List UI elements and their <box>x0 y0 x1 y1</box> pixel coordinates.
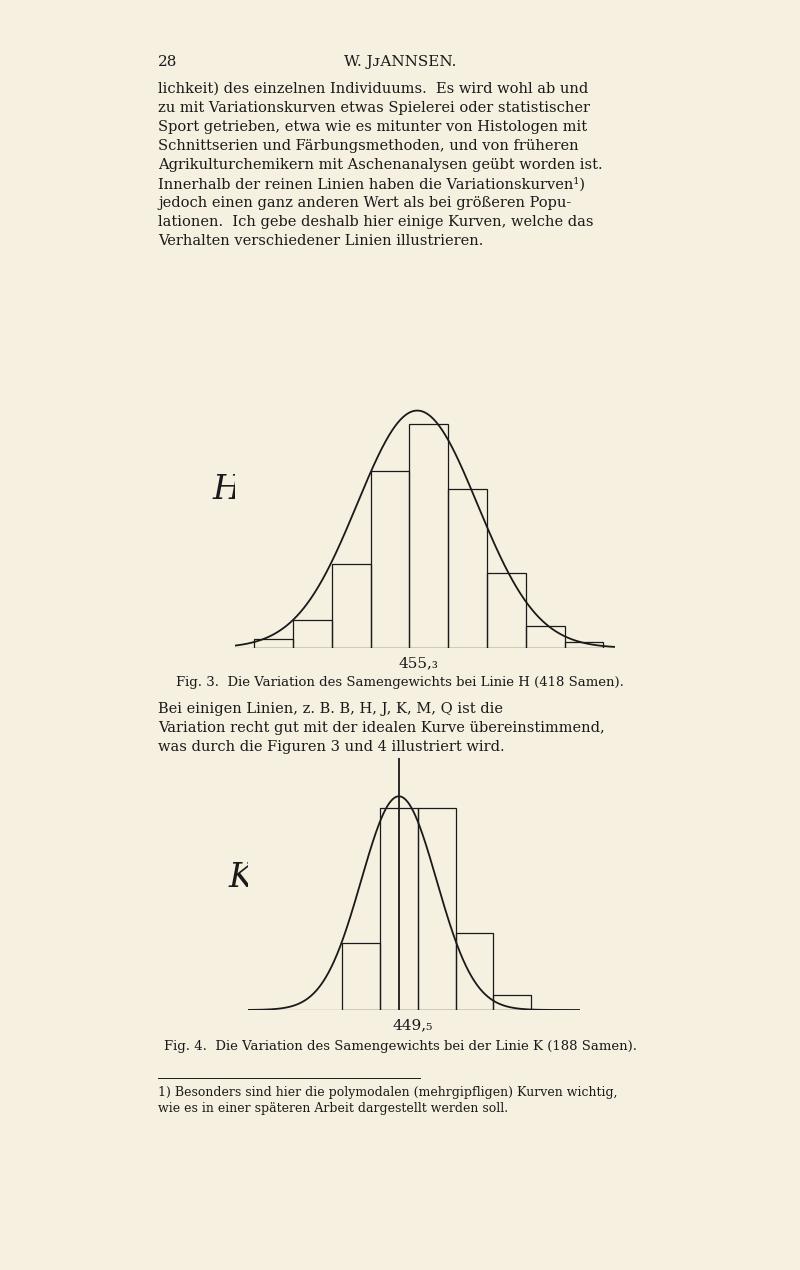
Bar <box>494 994 531 1010</box>
Text: Fig. 4.  Die Variation des Samengewichts bei der Linie K (188 Samen).: Fig. 4. Die Variation des Samengewichts … <box>163 1040 637 1053</box>
Text: 449,₅: 449,₅ <box>393 1019 433 1033</box>
Bar <box>487 573 526 648</box>
Text: 1) Besonders sind hier die polymodalen (mehrgipfligen) Kurven wichtig,: 1) Besonders sind hier die polymodalen (… <box>158 1086 618 1099</box>
Text: W. JᴊANNSEN.: W. JᴊANNSEN. <box>344 55 456 69</box>
Bar <box>526 626 565 648</box>
Text: zu mit Variationskurven etwas Spielerei oder statistischer: zu mit Variationskurven etwas Spielerei … <box>158 102 590 116</box>
Text: Fig. 3.  Die Variation des Samengewichts bei Linie H (418 Samen).: Fig. 3. Die Variation des Samengewichts … <box>176 676 624 690</box>
Text: Innerhalb der reinen Linien haben die Variationskurven¹): Innerhalb der reinen Linien haben die Va… <box>158 177 585 192</box>
Bar <box>254 639 293 648</box>
Text: lichkeit) des einzelnen Individuums.  Es wird wohl ab und: lichkeit) des einzelnen Individuums. Es … <box>158 83 588 97</box>
Bar <box>418 809 455 1010</box>
Text: was durch die Figuren 3 und 4 illustriert wird.: was durch die Figuren 3 und 4 illustrier… <box>158 740 505 754</box>
Bar <box>565 643 603 648</box>
Text: Agrikulturchemikern mit Aschenanalysen geübt worden ist.: Agrikulturchemikern mit Aschenanalysen g… <box>158 157 602 171</box>
Text: K: K <box>228 862 253 894</box>
Text: wie es in einer späteren Arbeit dargestellt werden soll.: wie es in einer späteren Arbeit dargeste… <box>158 1102 508 1115</box>
Bar <box>410 424 448 648</box>
Text: H: H <box>213 474 242 505</box>
Text: Bei einigen Linien, z. B. B, H, J, K, M, Q ist die: Bei einigen Linien, z. B. B, H, J, K, M,… <box>158 702 503 716</box>
Text: Variation recht gut mit der idealen Kurve übereinstimmend,: Variation recht gut mit der idealen Kurv… <box>158 721 605 735</box>
Text: Verhalten verschiedener Linien illustrieren.: Verhalten verschiedener Linien illustrie… <box>158 234 483 248</box>
Bar <box>332 564 370 648</box>
Text: lationen.  Ich gebe deshalb hier einige Kurven, welche das: lationen. Ich gebe deshalb hier einige K… <box>158 215 594 229</box>
Text: jedoch einen ganz anderen Wert als bei größeren Popu-: jedoch einen ganz anderen Wert als bei g… <box>158 196 571 210</box>
Bar <box>370 471 410 648</box>
Text: Schnittserien und Färbungsmethoden, und von früheren: Schnittserien und Färbungsmethoden, und … <box>158 138 578 152</box>
Bar <box>293 620 332 648</box>
Bar <box>380 809 418 1010</box>
Bar <box>342 942 380 1010</box>
Text: 455,₃: 455,₃ <box>398 657 438 671</box>
Bar <box>455 933 494 1010</box>
Text: Sport getrieben, etwa wie es mitunter von Histologen mit: Sport getrieben, etwa wie es mitunter vo… <box>158 119 587 135</box>
Text: 28: 28 <box>158 55 178 69</box>
Bar <box>448 489 487 648</box>
